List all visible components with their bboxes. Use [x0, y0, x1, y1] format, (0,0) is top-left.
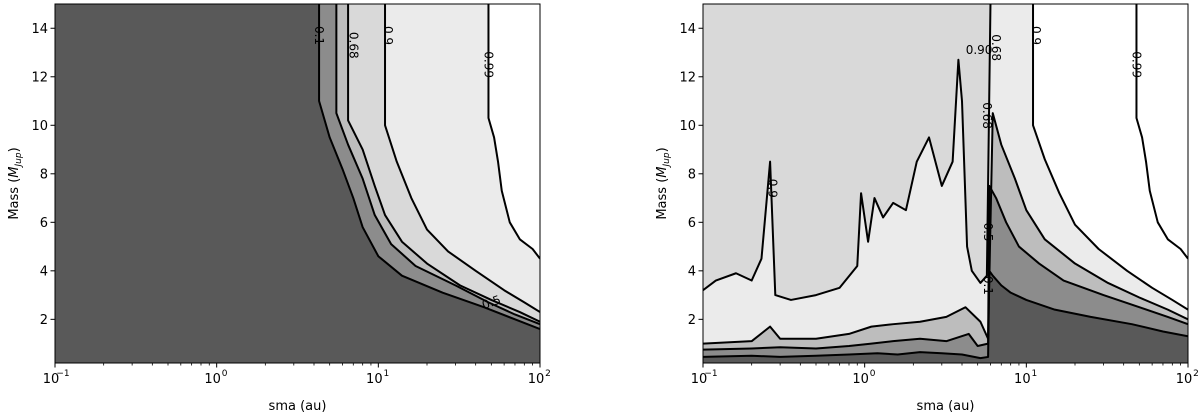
- region-fill: [703, 4, 991, 300]
- contour-line: [703, 4, 992, 301]
- y-tick-label: 8: [688, 167, 696, 182]
- axes-frame: [702, 3, 1189, 364]
- contour-label: 0.68: [980, 102, 994, 129]
- contour-label: 0.90: [966, 43, 993, 57]
- contour-label: 0.68: [989, 34, 1003, 61]
- plot-area: 0.90.900.68 0.90.990.680.50.1: [703, 4, 1188, 363]
- x-tick-exponent: −1: [56, 369, 69, 379]
- contour-line: [347, 4, 540, 323]
- plot-area: 0.1 0.68 0.9 0.99 0.5: [55, 4, 540, 363]
- contour-label: 0.5: [480, 293, 503, 313]
- contour-line: [703, 269, 1188, 360]
- contour-label: 0.1: [312, 26, 326, 45]
- x-tick-label: 10: [204, 372, 221, 387]
- contour-label: 0.1: [981, 276, 995, 295]
- y-tick-label: 10: [31, 119, 48, 134]
- contour-label: 0.99: [481, 51, 495, 78]
- axes-frame: [54, 3, 541, 364]
- x-tick-exponent: 2: [545, 369, 551, 379]
- x-tick-exponent: 0: [222, 369, 228, 379]
- contour-line: [703, 184, 1188, 351]
- region-fill: [703, 270, 1188, 363]
- y-tick-label: 8: [40, 167, 48, 182]
- right-contour-panel: 0.90.900.68 0.90.990.680.50.110−1 10 0 10 1 10…: [655, 3, 1199, 412]
- contour-line: [318, 4, 540, 330]
- y-tick-label: 10: [679, 119, 696, 134]
- y-tick-label: 14: [31, 22, 48, 37]
- contour-label: 0.9: [381, 26, 395, 45]
- x-tick-label: 10: [366, 372, 383, 387]
- contour-line: [487, 4, 540, 260]
- contour-line: [1032, 4, 1188, 311]
- y-axis-label: Mass (MJup): [655, 147, 672, 219]
- left-contour-panel: 0.1 0.68 0.90.990.510−1 10 0 10 1 10 22468101214…: [7, 3, 551, 412]
- contour-label: 0.9: [1029, 26, 1043, 45]
- y-tick-label: 12: [31, 70, 48, 85]
- x-tick-label: 10: [691, 372, 708, 387]
- x-axis-label: sma (au): [269, 399, 327, 412]
- y-tick-label: 2: [688, 313, 696, 328]
- contour-label: 0.99: [1129, 51, 1143, 78]
- y-tick-label: 2: [40, 313, 48, 328]
- y-tick-label: 4: [40, 264, 48, 279]
- contour-line: [1135, 4, 1188, 260]
- y-tick-label: 6: [40, 216, 48, 231]
- x-tick-exponent: 1: [383, 369, 389, 379]
- x-tick-exponent: −1: [704, 369, 717, 379]
- x-axis-label: sma (au): [917, 399, 975, 412]
- x-tick-label: 10: [852, 372, 869, 387]
- x-tick-label: 10: [528, 372, 545, 387]
- contour-line: [384, 4, 540, 313]
- x-tick-label: 10: [1176, 372, 1193, 387]
- x-tick-label: 10: [43, 372, 60, 387]
- x-tick-exponent: 1: [1031, 369, 1037, 379]
- x-tick-exponent: 2: [1193, 369, 1199, 379]
- y-axis-label: Mass (MJup): [7, 147, 24, 219]
- contour-line: [703, 112, 1188, 345]
- contour-label: 0.5: [981, 222, 995, 241]
- contour-label: 0.68: [346, 32, 360, 59]
- y-tick-label: 4: [688, 264, 696, 279]
- y-tick-label: 14: [679, 22, 696, 37]
- contour-label: 0.9: [766, 179, 780, 198]
- region-fill: [55, 4, 540, 363]
- contour-line: [335, 4, 540, 326]
- x-tick-label: 10: [1014, 372, 1031, 387]
- y-tick-label: 6: [688, 216, 696, 231]
- x-tick-exponent: 0: [870, 369, 876, 379]
- y-tick-label: 12: [679, 70, 696, 85]
